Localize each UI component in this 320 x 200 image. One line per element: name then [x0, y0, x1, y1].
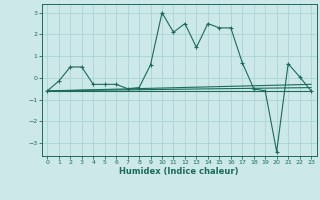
X-axis label: Humidex (Indice chaleur): Humidex (Indice chaleur): [119, 167, 239, 176]
